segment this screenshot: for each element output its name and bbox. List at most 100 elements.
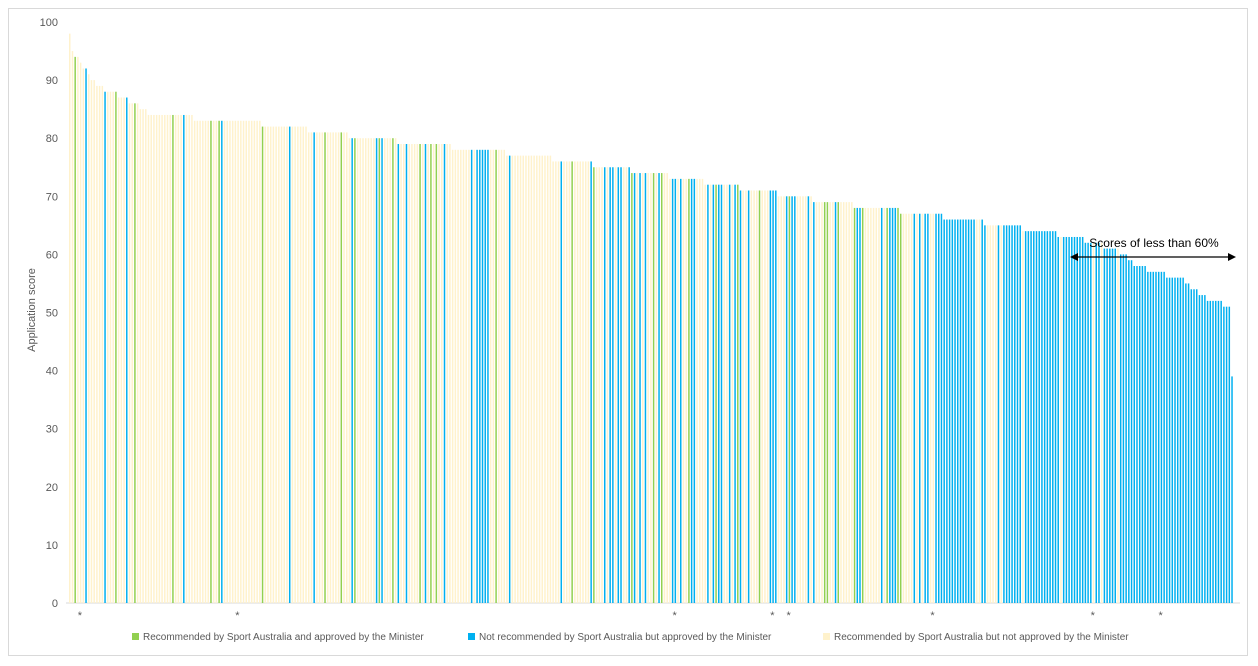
bar	[891, 207, 894, 604]
bar	[291, 126, 294, 603]
bar	[202, 120, 204, 604]
bar	[153, 114, 155, 604]
bar	[1166, 277, 1168, 603]
y-axis-label: Application score	[26, 268, 38, 352]
bar	[506, 155, 508, 603]
bar	[267, 126, 269, 603]
bar	[522, 155, 524, 603]
bar-marker: *	[78, 610, 83, 622]
bar	[886, 207, 888, 604]
bar	[272, 126, 275, 603]
bar	[967, 219, 970, 604]
bar	[126, 97, 128, 603]
bar	[913, 213, 916, 604]
bar	[851, 202, 853, 604]
y-axis: 0 10 20 30 40 50 60 70 80 90 100	[40, 17, 58, 610]
bar	[362, 138, 364, 603]
bar	[908, 213, 910, 604]
bar	[351, 138, 353, 603]
bar	[1220, 300, 1222, 603]
bar	[959, 219, 962, 604]
bar	[1057, 236, 1059, 603]
bar	[1193, 289, 1195, 603]
bar	[468, 149, 470, 603]
bar	[568, 161, 571, 603]
bar	[737, 184, 739, 603]
bar	[204, 120, 207, 604]
bar	[810, 196, 812, 604]
bar	[1176, 277, 1179, 603]
bar	[658, 173, 660, 603]
bar	[397, 144, 400, 603]
bar	[642, 173, 644, 603]
bar	[416, 144, 419, 603]
bar	[101, 85, 104, 603]
bar	[519, 155, 522, 603]
bar	[1011, 225, 1013, 603]
y-tick-label: 0	[52, 598, 58, 610]
bar	[449, 144, 451, 603]
bar	[1103, 248, 1106, 603]
legend-label: Recommended by Sport Australia and appro…	[143, 632, 424, 643]
bar	[704, 184, 706, 603]
bar	[899, 213, 902, 604]
bar	[389, 138, 391, 603]
bar	[574, 161, 576, 603]
bar	[79, 62, 82, 604]
bar	[826, 202, 829, 604]
y-tick-label: 90	[46, 75, 58, 87]
bar	[593, 167, 595, 603]
bar	[326, 132, 329, 603]
legend-swatch-cream	[823, 633, 830, 640]
bar	[1098, 242, 1100, 603]
bar	[1030, 231, 1032, 603]
bar	[294, 126, 296, 603]
bar	[962, 219, 964, 604]
bar	[180, 114, 182, 604]
bar	[1136, 266, 1138, 603]
bar	[373, 138, 375, 603]
y-tick-label: 50	[46, 308, 58, 320]
bar	[576, 161, 579, 603]
bar-marker: *	[770, 610, 775, 622]
bar	[889, 207, 891, 604]
bar	[940, 213, 943, 604]
bar	[747, 190, 750, 604]
bar	[142, 109, 144, 604]
bar	[234, 120, 237, 604]
bar	[71, 51, 74, 604]
bar	[680, 178, 682, 603]
bar	[1190, 289, 1193, 603]
bar	[473, 149, 476, 603]
bar	[356, 138, 359, 603]
bar-marker: *	[1091, 610, 1096, 622]
bar	[709, 184, 712, 603]
bar	[229, 120, 231, 604]
bar	[742, 190, 744, 604]
bar	[867, 207, 869, 604]
bar	[280, 126, 283, 603]
bar	[620, 167, 622, 603]
bar	[324, 132, 326, 603]
bar	[1049, 231, 1051, 603]
bar	[1206, 300, 1209, 603]
bar	[321, 132, 324, 603]
bar	[90, 80, 93, 604]
bar	[598, 167, 601, 603]
bar	[612, 167, 614, 603]
bar	[305, 126, 307, 603]
bar	[677, 178, 679, 603]
bar	[804, 196, 807, 604]
bar	[454, 149, 457, 603]
bar	[544, 155, 546, 603]
bar	[785, 196, 788, 604]
bar	[948, 219, 951, 604]
bar	[283, 126, 286, 603]
bar	[870, 207, 872, 604]
bar	[250, 120, 253, 604]
bar	[370, 138, 372, 603]
bar	[1106, 248, 1108, 603]
bar	[720, 184, 723, 603]
bar	[525, 155, 527, 603]
bar	[1157, 271, 1160, 603]
